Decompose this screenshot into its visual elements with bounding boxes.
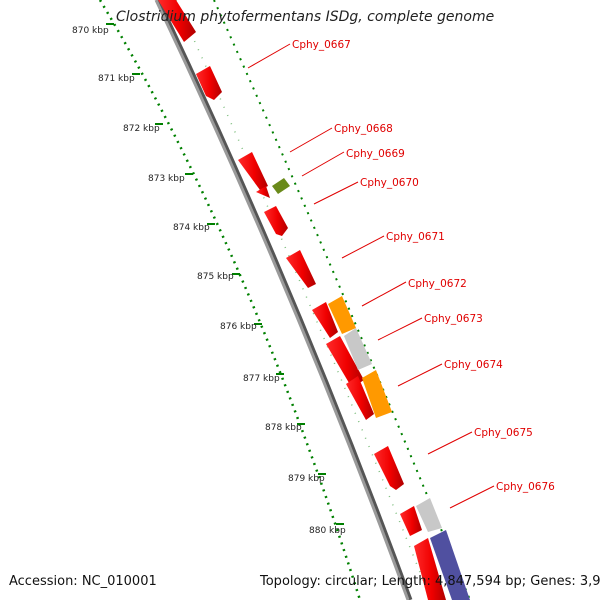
scale-label-879: 879 kbp — [288, 474, 325, 484]
gene-cphy-0672[interactable] — [328, 296, 356, 334]
gene-cphy-0674-red[interactable] — [346, 376, 374, 420]
scale-ruler — [98, 0, 362, 601]
gene-cphy-0670[interactable] — [264, 206, 288, 236]
scale-label-874: 874 kbp — [173, 223, 210, 233]
scale-labels: 870 kbp 871 kbp 872 kbp 873 kbp 874 kbp … — [72, 26, 346, 536]
genome-title: Clostridium phytofermentans ISDg, comple… — [116, 9, 495, 25]
scale-label-876: 876 kbp — [220, 322, 257, 332]
gene-label-cphy-0669[interactable]: Cphy_0669 — [346, 148, 405, 160]
gene-cphy-0669-feature[interactable] — [272, 178, 290, 194]
gene-label-cphy-0674[interactable]: Cphy_0674 — [444, 359, 503, 371]
scale-ticks — [106, 23, 344, 525]
gene-cphy-0673[interactable] — [344, 328, 372, 370]
gene-features — [158, 0, 470, 600]
leader-lines — [247, 43, 495, 509]
gene-label-cphy-0671[interactable]: Cphy_0671 — [386, 231, 445, 243]
gene-label-cphy-0672[interactable]: Cphy_0672 — [408, 278, 467, 290]
scale-label-877: 877 kbp — [243, 374, 280, 384]
gene-cphy-0674[interactable] — [362, 370, 392, 418]
backbone — [154, 0, 410, 601]
scale-label-872: 872 kbp — [123, 124, 160, 134]
gene-cphy-0667-top[interactable] — [158, 0, 196, 42]
backbone-shadow — [155, 0, 413, 601]
gene-bottom-red[interactable] — [414, 538, 446, 600]
genome-summary-text: Topology: circular; Length: 4,847,594 bp… — [260, 574, 600, 589]
gene-cphy-0672-red[interactable] — [312, 302, 338, 338]
gene-cphy-0667[interactable] — [196, 66, 222, 100]
gene-label-cphy-0670[interactable]: Cphy_0670 — [360, 177, 419, 189]
gene-label-cphy-0667[interactable]: Cphy_0667 — [292, 39, 351, 51]
scale-label-873: 873 kbp — [148, 174, 185, 184]
gene-cphy-0676[interactable] — [416, 498, 442, 532]
gene-label-cphy-0673[interactable]: Cphy_0673 — [424, 313, 483, 325]
gene-labels: Cphy_0667 Cphy_0668 Cphy_0669 Cphy_0670 … — [292, 39, 555, 493]
gene-cphy-0675[interactable] — [374, 446, 404, 490]
gene-cphy-0669[interactable] — [256, 186, 270, 198]
scale-label-875: 875 kbp — [197, 272, 234, 282]
gene-cphy-0668[interactable] — [238, 152, 268, 190]
scale-label-871: 871 kbp — [98, 74, 135, 84]
accession-text: Accession: NC_010001 — [9, 574, 157, 589]
scale-label-880: 880 kbp — [309, 526, 346, 536]
gene-cphy-0676-red[interactable] — [400, 506, 422, 536]
gene-label-cphy-0675[interactable]: Cphy_0675 — [474, 427, 533, 439]
gene-label-cphy-0676[interactable]: Cphy_0676 — [496, 481, 555, 493]
gene-label-cphy-0668[interactable]: Cphy_0668 — [334, 123, 393, 135]
gene-cphy-0673-red[interactable] — [326, 336, 364, 388]
scale-label-870: 870 kbp — [72, 26, 109, 36]
scale-label-878: 878 kbp — [265, 423, 302, 433]
gene-cphy-0671[interactable] — [286, 250, 316, 288]
gene-bottom-purple[interactable] — [430, 530, 470, 600]
